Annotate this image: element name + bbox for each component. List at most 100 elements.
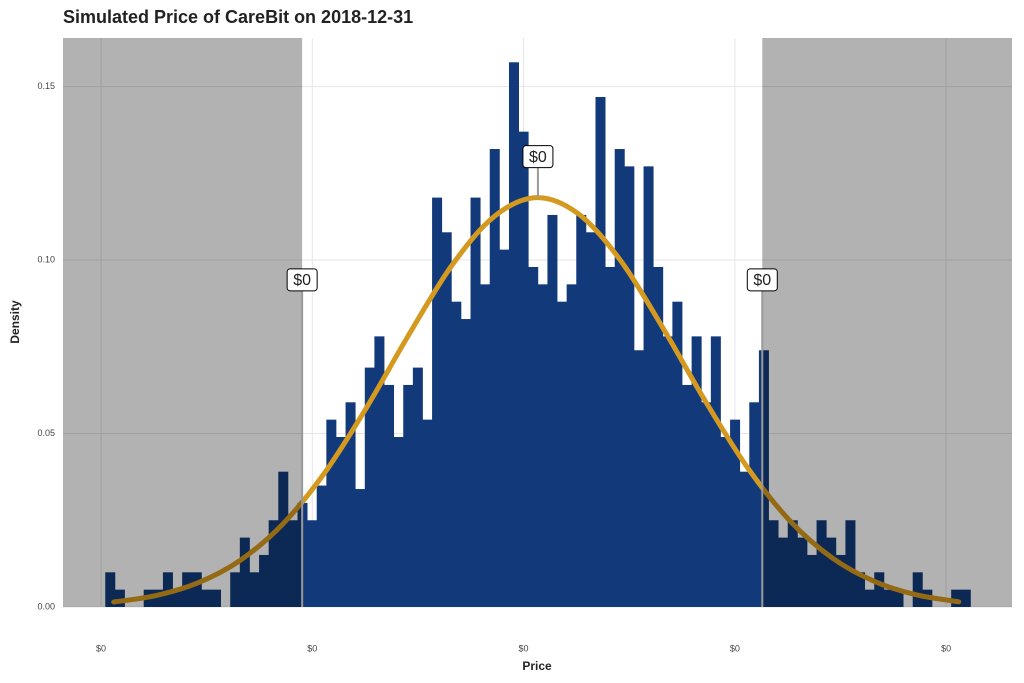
bar: [489, 149, 500, 607]
bar: [710, 336, 721, 607]
bar: [749, 402, 760, 607]
bar: [787, 520, 798, 607]
bar: [585, 232, 596, 608]
bar: [576, 214, 587, 607]
bar: [460, 319, 471, 607]
bar: [864, 589, 875, 607]
bar: [268, 520, 279, 607]
bar: [739, 471, 750, 607]
bar: [249, 572, 260, 607]
x-axis-label: Price: [522, 659, 552, 673]
bar: [470, 197, 481, 607]
bar: [662, 336, 673, 607]
x-tick-label: $0: [730, 643, 740, 653]
bar: [518, 131, 529, 608]
x-tick-label: $0: [519, 643, 529, 653]
bar: [605, 266, 616, 607]
bar: [441, 232, 452, 608]
annotation-box: [286, 268, 318, 292]
bar: [701, 402, 712, 607]
bar: [393, 436, 404, 607]
bar: [730, 419, 741, 607]
bar: [883, 589, 894, 607]
bar: [316, 485, 327, 607]
bar: [114, 589, 125, 607]
annotation-box: [522, 145, 554, 169]
bar: [806, 554, 817, 607]
bar: [653, 266, 664, 607]
bar: [624, 166, 635, 607]
y-tick-label: 0.00: [37, 601, 55, 611]
bar: [672, 301, 683, 607]
bar: [153, 589, 164, 607]
bar: [855, 572, 866, 607]
bar: [595, 96, 606, 608]
shaded-region: [762, 38, 1012, 607]
x-tick-label: $0: [96, 643, 106, 653]
bar: [557, 301, 568, 607]
x-tick-label: $0: [307, 643, 317, 653]
bar: [508, 62, 519, 608]
annotation-label: $0: [529, 149, 547, 166]
y-tick-label: 0.05: [37, 428, 55, 438]
y-tick-label: 0.15: [37, 81, 55, 91]
bar: [278, 471, 289, 607]
bar: [374, 336, 385, 607]
bar: [432, 197, 443, 607]
bar: [768, 520, 779, 607]
bar: [633, 350, 644, 607]
bar: [835, 554, 846, 607]
bar: [422, 419, 433, 607]
bar: [326, 419, 337, 607]
bar: [826, 537, 837, 607]
bar: [480, 284, 491, 607]
bar: [345, 402, 356, 607]
bar: [412, 367, 423, 607]
bar: [893, 589, 904, 607]
bar: [691, 336, 702, 607]
shaded-region: [63, 38, 303, 607]
bar: [720, 436, 731, 607]
bar: [528, 266, 539, 607]
bar: [816, 520, 827, 607]
y-tick-label: 0.10: [37, 254, 55, 264]
bar: [210, 589, 222, 607]
bar: [451, 301, 462, 607]
bar: [105, 572, 116, 607]
bar: [364, 367, 375, 607]
bar: [201, 589, 212, 607]
bar: [191, 572, 202, 607]
bar: [259, 554, 270, 607]
bar: [643, 166, 654, 607]
chart-title: Simulated Price of CareBit on 2018-12-31: [63, 7, 413, 27]
density-curve: [111, 195, 962, 605]
bar: [960, 589, 971, 607]
bar: [335, 436, 346, 607]
bar: [230, 572, 241, 607]
bar: [912, 572, 923, 607]
y-axis-label: Density: [8, 300, 22, 344]
x-tick-label: $0: [941, 643, 951, 653]
bar: [874, 572, 885, 607]
bar: [682, 384, 693, 607]
bar: [403, 384, 414, 607]
annotation-label: $0: [753, 272, 771, 289]
bar: [182, 572, 193, 607]
bar: [951, 589, 962, 607]
bar: [499, 249, 510, 607]
bar: [384, 384, 395, 607]
bar: [797, 537, 808, 607]
bar: [778, 537, 789, 607]
bar: [547, 214, 558, 607]
bar: [566, 284, 577, 607]
bar: [758, 350, 769, 607]
bar: [537, 284, 548, 607]
bar: [162, 572, 173, 607]
annotation-box: [746, 268, 778, 292]
bar: [287, 520, 298, 607]
bar: [172, 589, 183, 607]
bar: [614, 149, 625, 607]
bar: [355, 489, 366, 607]
bar: [845, 520, 856, 607]
